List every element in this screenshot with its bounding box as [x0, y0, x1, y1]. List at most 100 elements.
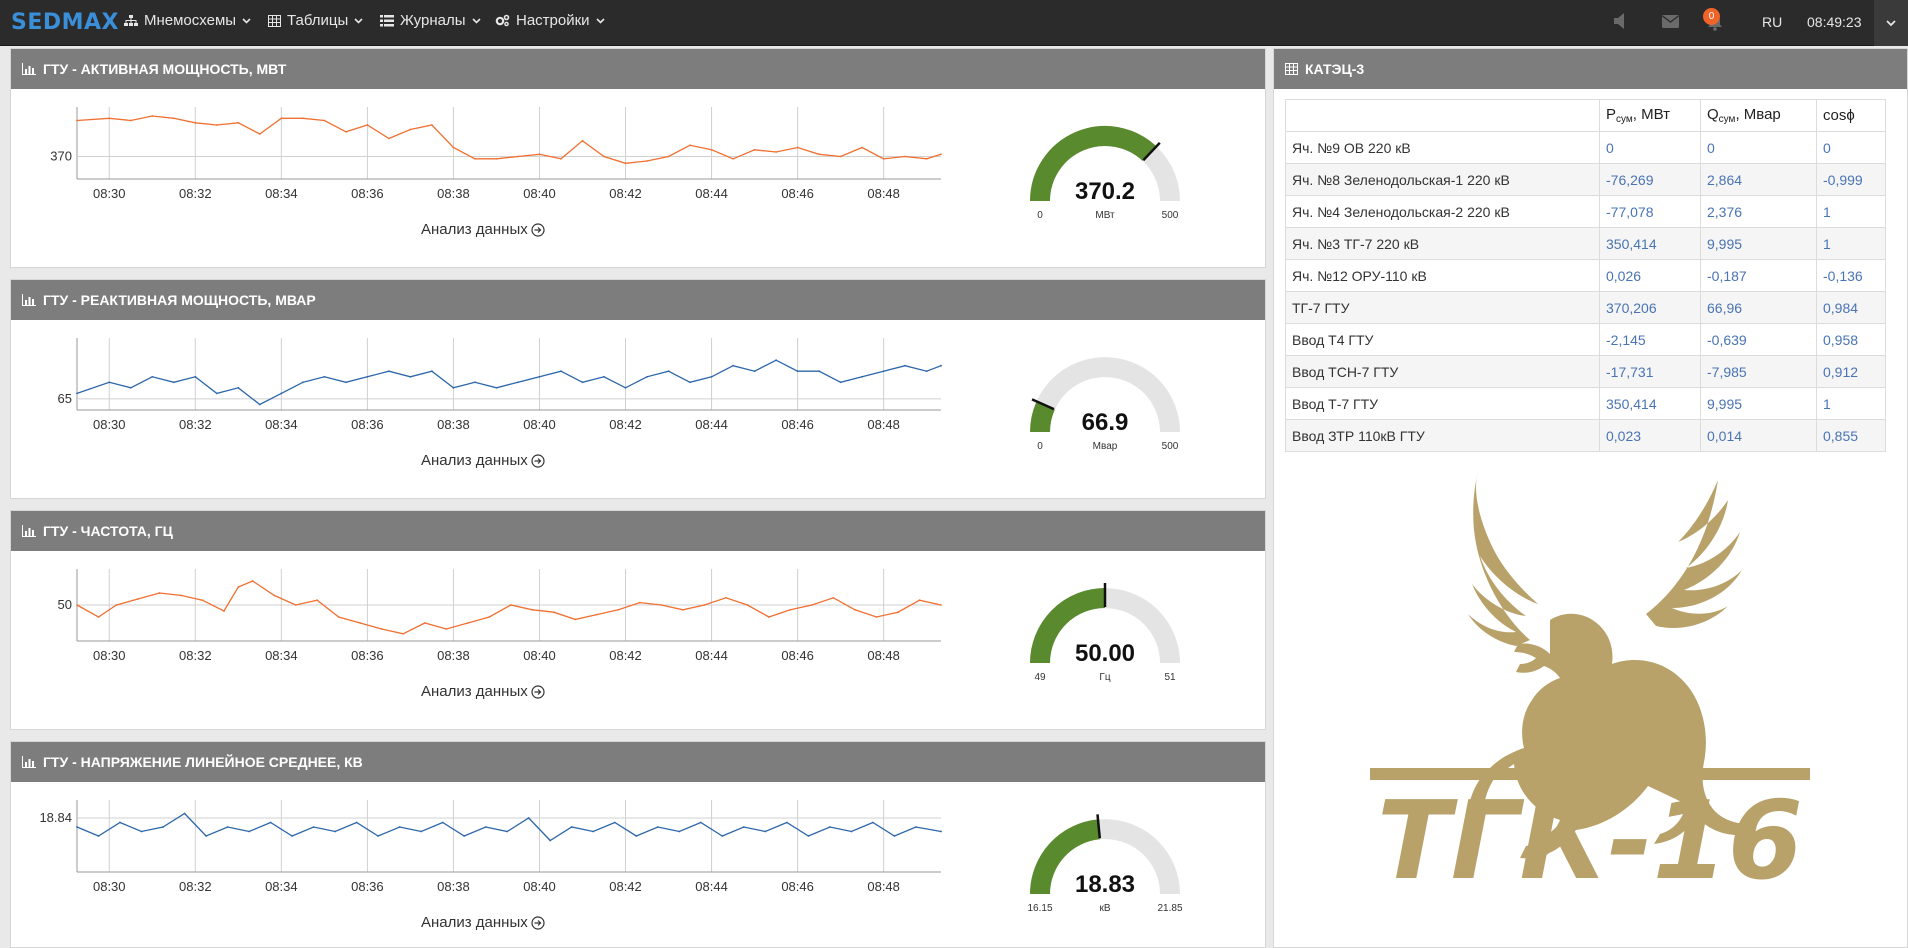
- y-tick-label: 50: [58, 597, 72, 612]
- data-point: [334, 830, 336, 833]
- data-point: [818, 370, 820, 373]
- menu-settings[interactable]: Настройки: [495, 12, 605, 29]
- row-p-cell: -17,731: [1599, 355, 1701, 388]
- data-point: [689, 144, 691, 147]
- menu-mnemoschemes-label: Мнемосхемы: [144, 12, 237, 29]
- arrow-circle-right-icon: [531, 222, 545, 237]
- row-name-cell: Яч. №12 ОРУ-110 кВ: [1285, 259, 1600, 292]
- menu-tables[interactable]: Таблицы: [268, 12, 363, 29]
- data-point: [678, 830, 681, 833]
- table-row[interactable]: Яч. №9 ОВ 220 кВ 0 0 0: [1285, 131, 1886, 164]
- table-row[interactable]: Ввод ЗТР 110кВ ГТУ 0,023 0,014 0,855: [1285, 419, 1886, 452]
- data-point: [377, 835, 379, 837]
- data-point: [581, 381, 584, 384]
- data-point: [595, 613, 598, 616]
- data-point: [940, 153, 942, 156]
- x-tick-label: 08:46: [781, 879, 814, 894]
- data-point: [646, 375, 648, 378]
- line-chart-reactive-power[interactable]: 08:30 08:32 08:34 08:36 08:38 08:40 08:42 08:44…: [11, 280, 1267, 500]
- chevron-down-icon: [595, 17, 605, 24]
- data-point: [388, 137, 390, 140]
- data-point: [940, 604, 942, 606]
- row-cos-cell: 0,958: [1816, 323, 1886, 356]
- analysis-link[interactable]: Анализ данных: [421, 683, 545, 700]
- table-row[interactable]: ТГ-7 ГТУ 370,206 66,96 0,984: [1285, 291, 1886, 324]
- analysis-link-label: Анализ данных: [421, 221, 528, 238]
- data-point: [581, 139, 584, 142]
- gauge-unit: Мвар: [1093, 441, 1118, 452]
- data-point: [345, 381, 347, 384]
- data-point: [732, 157, 734, 160]
- sound-icon[interactable]: [1614, 13, 1626, 34]
- line-chart-active-power[interactable]: 08:30 08:32 08:34 08:36 08:38 08:40 08:42 08:44…: [11, 49, 1267, 269]
- clock: 08:49:23: [1807, 14, 1862, 30]
- gauge-fill: [1030, 126, 1157, 202]
- table-row[interactable]: Ввод ТСН-7 ГТУ -17,731 -7,985 0,912: [1285, 355, 1886, 388]
- data-point: [768, 616, 770, 618]
- row-p-cell: 0,026: [1599, 259, 1701, 292]
- data-point: [882, 157, 885, 160]
- data-point: [140, 830, 143, 833]
- table-row[interactable]: Яч. №12 ОРУ-110 кВ 0,026 -0,187 -0,136: [1285, 259, 1886, 292]
- analysis-link[interactable]: Анализ данных: [421, 452, 545, 469]
- language-selector[interactable]: RU: [1762, 14, 1783, 30]
- data-point: [280, 392, 283, 395]
- series-line: [76, 580, 942, 635]
- table-row[interactable]: Яч. №8 Зеленодольская-1 220 кВ -76,269 2,8…: [1285, 163, 1886, 196]
- data-point: [538, 375, 541, 378]
- envelope-icon[interactable]: [1662, 15, 1679, 33]
- data-point: [603, 375, 605, 378]
- data-point: [660, 604, 663, 606]
- menu-mnemoschemes[interactable]: Мнемосхемы: [124, 12, 251, 29]
- row-p-cell: 370,206: [1599, 291, 1701, 324]
- line-chart-voltage[interactable]: 08:30 08:32 08:34 08:36 08:38 08:40 08:42 08:44…: [11, 742, 1267, 948]
- row-cos-cell: 1: [1816, 227, 1886, 260]
- data-point: [423, 622, 426, 624]
- table-row[interactable]: Ввод Т4 ГТУ -2,145 -0,639 0,958: [1285, 323, 1886, 356]
- data-point: [205, 835, 208, 837]
- x-tick-label: 08:32: [179, 648, 212, 663]
- data-point: [682, 608, 684, 611]
- y-tick-label: 65: [58, 391, 72, 406]
- x-tick-label: 08:30: [93, 417, 126, 432]
- data-point: [918, 599, 921, 602]
- data-point: [746, 604, 749, 606]
- tgk16-logo-text: ТГК-16: [1377, 779, 1803, 904]
- table-row[interactable]: Ввод Т-7 ГТУ 350,414 9,995 1: [1285, 387, 1886, 420]
- data-point: [603, 155, 605, 158]
- chevron-down-icon: [354, 17, 363, 24]
- column-header-name: [1285, 99, 1600, 132]
- table-row[interactable]: Яч. №4 Зеленодольская-2 220 кВ -77,078 2,3…: [1285, 195, 1886, 228]
- data-point: [854, 608, 856, 611]
- row-cos-cell: 1: [1816, 195, 1886, 228]
- row-name-cell: Ввод Т4 ГТУ: [1285, 323, 1600, 356]
- data-point: [753, 370, 756, 373]
- row-cos-cell: -0,999: [1816, 163, 1886, 196]
- data-point: [76, 392, 78, 395]
- data-point: [624, 162, 627, 165]
- data-point: [699, 821, 702, 824]
- data-point: [273, 594, 276, 597]
- menu-journals[interactable]: Журналы: [380, 12, 481, 29]
- table-row[interactable]: Яч. №3 ТГ-7 220 кВ 350,414 9,995 1: [1285, 227, 1886, 260]
- gauge-max: 500: [1162, 441, 1179, 452]
- navbar-toggle[interactable]: [1874, 0, 1908, 46]
- x-tick-label: 08:34: [265, 648, 298, 663]
- bar-chart-icon: [22, 525, 36, 537]
- gauge-value: 18.83: [1075, 871, 1135, 898]
- row-q-cell: 2,864: [1700, 163, 1817, 196]
- data-point: [624, 386, 627, 389]
- row-p-cell: -76,269: [1599, 163, 1701, 196]
- data-point: [380, 628, 383, 630]
- data-point: [431, 124, 433, 126]
- x-tick-label: 08:44: [695, 879, 728, 894]
- data-point: [710, 375, 713, 378]
- line-chart-frequency[interactable]: 08:30 08:32 08:34 08:36 08:38 08:40 08:42 08:44…: [11, 511, 1267, 731]
- analysis-link[interactable]: Анализ данных: [421, 914, 545, 931]
- app-logo[interactable]: SEDMAX: [11, 10, 120, 35]
- data-point: [280, 117, 283, 120]
- data-point: [904, 155, 906, 158]
- x-tick-label: 08:32: [179, 417, 212, 432]
- data-point: [237, 121, 240, 124]
- analysis-link[interactable]: Анализ данных: [421, 221, 545, 238]
